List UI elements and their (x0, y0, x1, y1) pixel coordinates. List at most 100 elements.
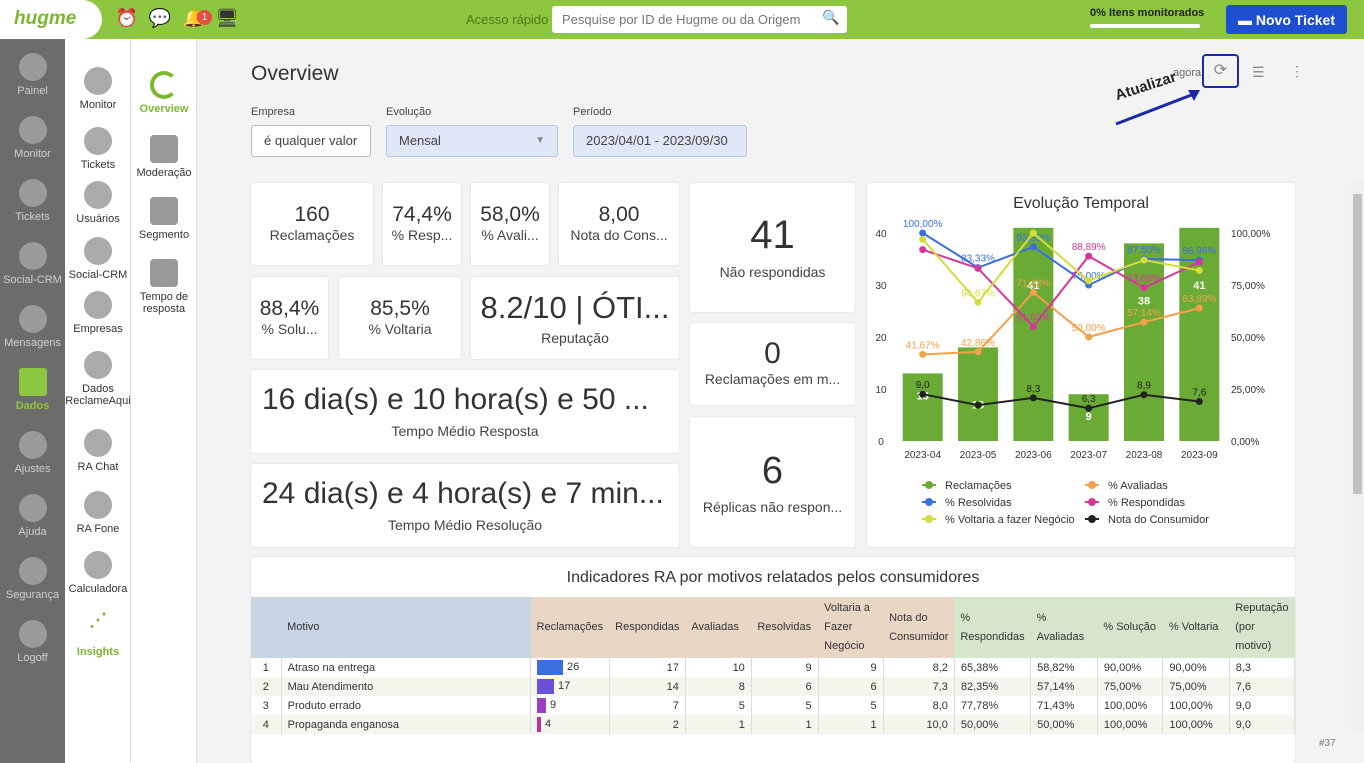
insights-item-segmento[interactable]: Segmento (131, 197, 197, 241)
column-header[interactable]: Reclamações (530, 597, 610, 658)
refresh-button[interactable]: ⟳ (1202, 54, 1239, 88)
subnav-item-usu-rios[interactable]: Usuários (65, 181, 131, 225)
column-header[interactable]: Reputação (por motivo) (1229, 597, 1295, 658)
nav-item-tickets[interactable]: Tickets (0, 171, 65, 231)
more-vertical-icon[interactable]: ⋮ (1290, 63, 1304, 79)
column-header[interactable]: % Respondidas (954, 597, 1031, 658)
monitored-items-label: 0% Itens monitorados (1090, 7, 1205, 19)
periodo-filter[interactable]: 2023/04/01 - 2023/09/30 (573, 125, 747, 157)
nav-item-ajuda[interactable]: Ajuda (0, 486, 65, 546)
subnav-item-label: Usuários (76, 213, 120, 225)
ticket-icon (84, 127, 112, 155)
series-point (1140, 256, 1148, 264)
reclamacoes-cell: 26 (530, 658, 610, 677)
subnav-item-tickets[interactable]: Tickets (65, 127, 131, 171)
series-point (919, 350, 927, 358)
chart-icon (18, 368, 47, 396)
evolucao-temporal-card: Evolução Temporal 0 10 20 30 40 0,00% 25,00% 50… (867, 183, 1295, 547)
nav-item-social-crm[interactable]: Social-CRM (0, 234, 65, 294)
subnav-item-ra-fone[interactable]: RA Fone (65, 491, 131, 535)
kpi-reclamacoes[interactable]: 160 Reclamações (251, 183, 373, 265)
subnav-item-calculadora[interactable]: Calculadora (65, 551, 131, 595)
voltaria-cell: 9 (818, 658, 884, 677)
chat-bubbles-icon[interactable]: 💬 (148, 8, 172, 28)
kpi-avaliadas[interactable]: 58,0%% Avali... (471, 183, 549, 265)
series-line (922, 393, 1200, 410)
filter-icon[interactable]: ☰ (1252, 64, 1265, 80)
nav-item-ajustes[interactable]: Ajustes (0, 423, 65, 483)
kpi-label: Reputação (541, 330, 609, 346)
kpi-tempo-medio-resposta[interactable]: 16 dia(s) e 10 hora(s) e 50 ... Tempo Méd… (251, 370, 679, 453)
periodo-label: Período (573, 106, 612, 118)
p_resp-cell: 77,78% (954, 696, 1032, 715)
kpi-reclamacoes-moderacao[interactable]: 0 Reclamações em m... (690, 323, 855, 405)
nav-item-label: Tickets (15, 211, 50, 223)
kpi-label: % Resp... (391, 227, 453, 243)
table-row[interactable]: 1 Atraso na entrega 26 17 10 9 9 8,2 65,38% 58,82… (251, 658, 1295, 677)
nav-item-monitor[interactable]: Monitor (0, 108, 65, 168)
subnav-item-dados-reclameaqui[interactable]: Dados ReclameAqui (65, 351, 131, 407)
table-row[interactable]: 4 Propaganda enganosa 4 2 1 1 1 10,0 50,00% 50,00… (251, 715, 1295, 734)
cctv-icon (18, 116, 47, 144)
calendar-clock-icon (150, 259, 178, 287)
rep-cell: 8,3 (1229, 658, 1295, 677)
users-icon (18, 242, 47, 270)
column-header[interactable]: % Avaliadas (1030, 597, 1098, 658)
search-icon[interactable]: 🔍 (822, 9, 840, 25)
column-header[interactable]: % Voltaria (1162, 597, 1230, 658)
series-point (974, 264, 982, 272)
kpi-tempo-medio-resolucao[interactable]: 24 dia(s) e 4 hora(s) e 7 min... Tempo Mé… (251, 464, 679, 547)
search-input[interactable] (552, 6, 847, 33)
kpi-replicas[interactable]: 6 Réplicas não respon... (690, 417, 855, 547)
nota-cell: 8,0 (883, 696, 955, 715)
kpi-nao-respondidas[interactable]: 41 Não respondidas (690, 183, 855, 312)
table-title: Indicadores RA por motivos relatados pel… (566, 569, 980, 586)
evolucao-select[interactable]: Mensal ▼ (386, 125, 558, 157)
column-header[interactable]: Avaliadas (685, 597, 752, 658)
resolvidas-cell: 9 (751, 658, 819, 677)
column-header[interactable]: Voltaria a Fazer Negócio (818, 597, 884, 658)
nav-item-logoff[interactable]: Logoff (0, 612, 65, 672)
subnav-item-social-crm[interactable]: Social-CRM (65, 237, 131, 281)
nav-item-label: Painel (17, 85, 48, 97)
kpi-solucao[interactable]: 88,4%% Solu... (251, 277, 328, 359)
insights-item-tempo-de-resposta[interactable]: Tempo de resposta (131, 259, 197, 315)
table-row[interactable]: 2 Mau Atendimento 17 14 8 6 6 7,3 82,35% 57,14% 75… (251, 677, 1295, 696)
series-line (921, 231, 1200, 304)
scrollbar-thumb[interactable] (1353, 194, 1362, 494)
subnav-item-monitor[interactable]: Monitor (65, 67, 131, 111)
kpi-reputacao[interactable]: 8.2/10 | ÓTI... Reputação (471, 277, 679, 359)
kpi-voltaria[interactable]: 85,5%% Voltaria (339, 277, 461, 359)
alarm-clock-icon[interactable]: ⏰ (115, 8, 139, 28)
table-row[interactable]: 3 Produto errado 9 7 5 5 5 8,0 77,78% 71,43% 100,0… (251, 696, 1295, 715)
nav-item-mensagens[interactable]: Mensagens (0, 297, 65, 357)
insights-item-label: Moderação (136, 167, 192, 179)
kpi-respondidas[interactable]: 74,4%% Resp... (383, 183, 461, 265)
new-ticket-button[interactable]: ▬ Novo Ticket (1226, 5, 1347, 34)
insights-item-modera-o[interactable]: Moderação (131, 135, 197, 179)
hugme-logo[interactable]: hugme (0, 0, 102, 39)
subnav-item-label: Monitor (79, 99, 117, 111)
insights-item-overview[interactable]: Overview (131, 71, 197, 115)
resolvidas-cell: 1 (751, 715, 819, 734)
nav-item-painel[interactable]: Painel (0, 45, 65, 105)
column-header[interactable]: Motivo (281, 597, 531, 658)
column-header[interactable]: Nota do Consumidor (883, 597, 955, 658)
kpi-nota[interactable]: 8,00 Nota do Cons... (559, 183, 679, 265)
kpi-value: 160 (294, 203, 330, 226)
subnav-item-insights[interactable]: ⋰ Insights (65, 611, 131, 658)
subnav-item-ra-chat[interactable]: RA Chat (65, 429, 131, 473)
column-header[interactable] (251, 597, 282, 658)
nav-item-seguran-a[interactable]: Segurança (0, 549, 65, 609)
quick-access-label: Acesso rápido (466, 12, 549, 27)
column-header[interactable]: Respondidas (609, 597, 686, 658)
kpi-label: Tempo Médio Resposta (391, 423, 539, 439)
subnav-item-empresas[interactable]: Empresas (65, 291, 131, 335)
empresa-filter[interactable]: é qualquer valor (251, 125, 371, 157)
page-scrollbar[interactable] (1351, 180, 1364, 730)
column-header[interactable]: % Solução (1097, 597, 1163, 658)
nav-item-dados[interactable]: Dados (0, 360, 65, 420)
column-header[interactable]: Resolvidas (751, 597, 819, 658)
monitor-screen-icon[interactable]: 🖥 (215, 8, 239, 28)
y-right-tick-label: 50,00% (1231, 333, 1265, 344)
